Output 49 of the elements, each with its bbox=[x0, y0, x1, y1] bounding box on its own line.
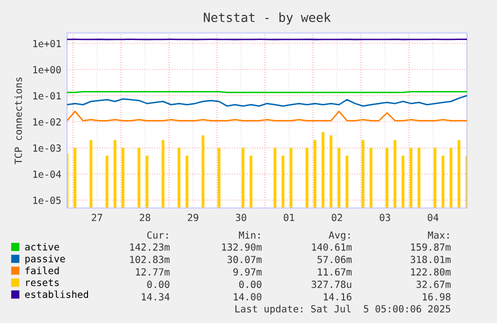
x-tick-label: 03 bbox=[380, 214, 390, 222]
text: 14.16 bbox=[324, 293, 352, 300]
line-series bbox=[67, 94, 467, 107]
text: 159.87m bbox=[411, 243, 451, 251]
text: 140.61m bbox=[312, 243, 352, 251]
text: 102.83m bbox=[130, 256, 170, 264]
y-axis-title: TCP connections bbox=[14, 78, 22, 164]
text: 327.78u bbox=[312, 280, 352, 288]
y-tick-label: 1e-02 bbox=[33, 118, 61, 126]
x-tick-label: 30 bbox=[236, 214, 246, 222]
x-tick-label: 04 bbox=[428, 214, 438, 222]
text: Max: bbox=[428, 232, 449, 239]
legend-label: passive bbox=[25, 254, 65, 264]
x-tick-label: 27 bbox=[92, 214, 102, 221]
x-tick-label: 02 bbox=[332, 214, 342, 222]
x-tick-label: 29 bbox=[188, 214, 198, 222]
y-tick-label: 1e-01 bbox=[33, 92, 61, 100]
text: 14.00 bbox=[234, 293, 262, 300]
text: Last update: Sat Jul 5 05:00:06 2025 bbox=[235, 304, 450, 314]
text: 9.97m bbox=[233, 268, 262, 276]
text: 14.34 bbox=[142, 293, 170, 300]
line-series bbox=[67, 110, 467, 122]
text: Cur: bbox=[147, 231, 168, 239]
text: 0.00 bbox=[239, 280, 262, 288]
text: 32.67m bbox=[416, 280, 451, 288]
y-tick-label: 1e-03 bbox=[33, 144, 61, 152]
text: 16.98 bbox=[422, 293, 450, 300]
legend-label: active bbox=[25, 242, 60, 250]
y-tick-label: 1e-04 bbox=[33, 170, 61, 178]
legend-label: resets bbox=[26, 279, 59, 286]
text: 142.23m bbox=[130, 243, 170, 251]
legend-label: failed bbox=[25, 266, 59, 274]
text: 318.01m bbox=[410, 256, 451, 264]
text: Min: bbox=[238, 231, 260, 239]
text: 132.90m bbox=[222, 243, 262, 251]
y-tick-label: 1e-05 bbox=[33, 196, 61, 204]
x-tick-label: 28 bbox=[140, 214, 150, 222]
text: 30.07m bbox=[228, 256, 262, 264]
text: Avg: bbox=[328, 231, 350, 241]
x-tick-label: 01 bbox=[284, 214, 294, 222]
legend-label: established bbox=[25, 290, 88, 298]
text: 12.77m bbox=[136, 268, 170, 276]
y-tick-label: 1e+01 bbox=[33, 40, 61, 48]
text: 0.00 bbox=[147, 280, 170, 288]
text: 122.80m bbox=[411, 268, 451, 276]
text: 57.06m bbox=[318, 256, 352, 264]
text: 11.67m bbox=[318, 268, 352, 276]
chart-title: Netstat - by week bbox=[204, 12, 331, 24]
y-tick-label: 1e+00 bbox=[33, 66, 61, 74]
